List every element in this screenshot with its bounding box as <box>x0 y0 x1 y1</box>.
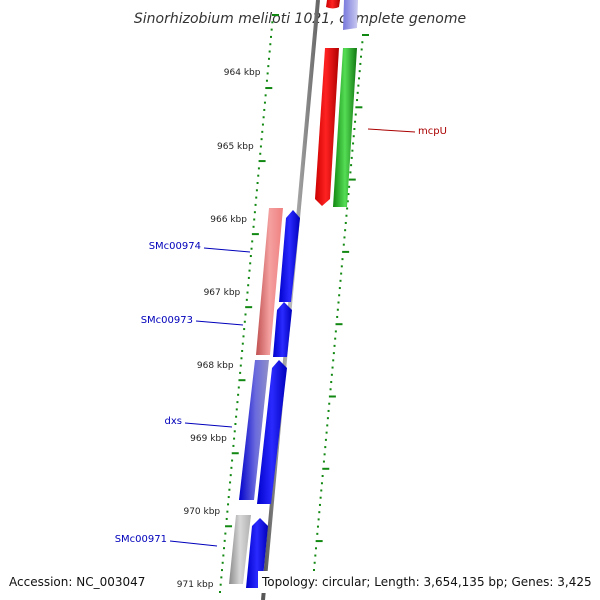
footer-summary-bg <box>258 571 600 593</box>
inner-tick-ring <box>219 14 279 593</box>
leader-SMc00973 <box>195 320 244 326</box>
tick-label: 965 kbp <box>217 142 254 152</box>
label-dxs[interactable]: dxs <box>165 416 182 427</box>
leader-SMc00974 <box>203 247 251 253</box>
label-SMc00971[interactable]: SMc00971 <box>115 534 167 545</box>
gene-SMc00971[interactable] <box>229 515 251 584</box>
tick-label: 968 kbp <box>197 361 234 371</box>
gene-blue-dxs-right[interactable] <box>257 360 287 504</box>
map-title: Sinorhizobium meliloti 1021, complete ge… <box>134 11 466 27</box>
accession-text: Accession: NC_003047 <box>9 575 145 589</box>
gene-red-reverse[interactable] <box>315 48 339 206</box>
leader-SMc00971 <box>169 540 218 547</box>
tick-label: 967 kbp <box>204 288 241 298</box>
tick-label: 971 kbp <box>177 580 214 590</box>
tick-label: 964 kbp <box>224 68 261 78</box>
leader-dxs <box>184 422 233 428</box>
label-mcpU[interactable]: mcpU <box>418 126 447 137</box>
gene-blue-upper[interactable] <box>279 210 300 302</box>
label-SMc00974[interactable]: SMc00974 <box>149 241 201 252</box>
label-SMc00973[interactable]: SMc00973 <box>141 315 193 326</box>
gene-SMc00973[interactable] <box>273 302 292 357</box>
leader-mcpU <box>367 128 416 133</box>
gene-blue-lower[interactable] <box>246 518 268 588</box>
gene-top-red[interactable] <box>326 0 340 9</box>
gene-dxs[interactable] <box>239 360 269 500</box>
tick-labels: 964 kbp 965 kbp 966 kbp 967 kbp 968 kbp 969 k… <box>177 68 261 590</box>
gene-top-lavender[interactable] <box>343 0 358 30</box>
gene-SMc00974[interactable] <box>256 208 283 355</box>
tick-label: 966 kbp <box>210 215 247 225</box>
gene-mcpU[interactable] <box>333 48 357 207</box>
tick-label: 970 kbp <box>183 507 220 517</box>
tick-label: 969 kbp <box>190 434 227 444</box>
genome-summary-text: Topology: circular; Length: 3,654,135 bp… <box>261 575 592 589</box>
outer-tick-ring <box>313 34 369 571</box>
